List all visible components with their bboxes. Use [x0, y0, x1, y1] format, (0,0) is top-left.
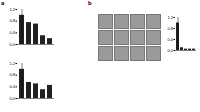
html-text:b: b [88, 0, 92, 6]
svg-text:0.8: 0.8 [9, 72, 15, 77]
svg-text:0.4: 0.4 [9, 30, 15, 35]
svg-text:1.2: 1.2 [167, 15, 173, 20]
svg-text:0.8: 0.8 [9, 18, 15, 23]
svg-text:1.2: 1.2 [9, 7, 15, 12]
html-text:a: a [1, 0, 5, 6]
svg-text:0.0: 0.0 [167, 48, 173, 53]
svg-text:0.4: 0.4 [9, 84, 15, 89]
svg-text:0.8: 0.8 [167, 26, 173, 31]
svg-text:0.4: 0.4 [167, 37, 173, 42]
svg-text:0.0: 0.0 [9, 96, 15, 101]
svg-text:1.2: 1.2 [9, 61, 15, 66]
svg-text:0.0: 0.0 [9, 42, 15, 47]
